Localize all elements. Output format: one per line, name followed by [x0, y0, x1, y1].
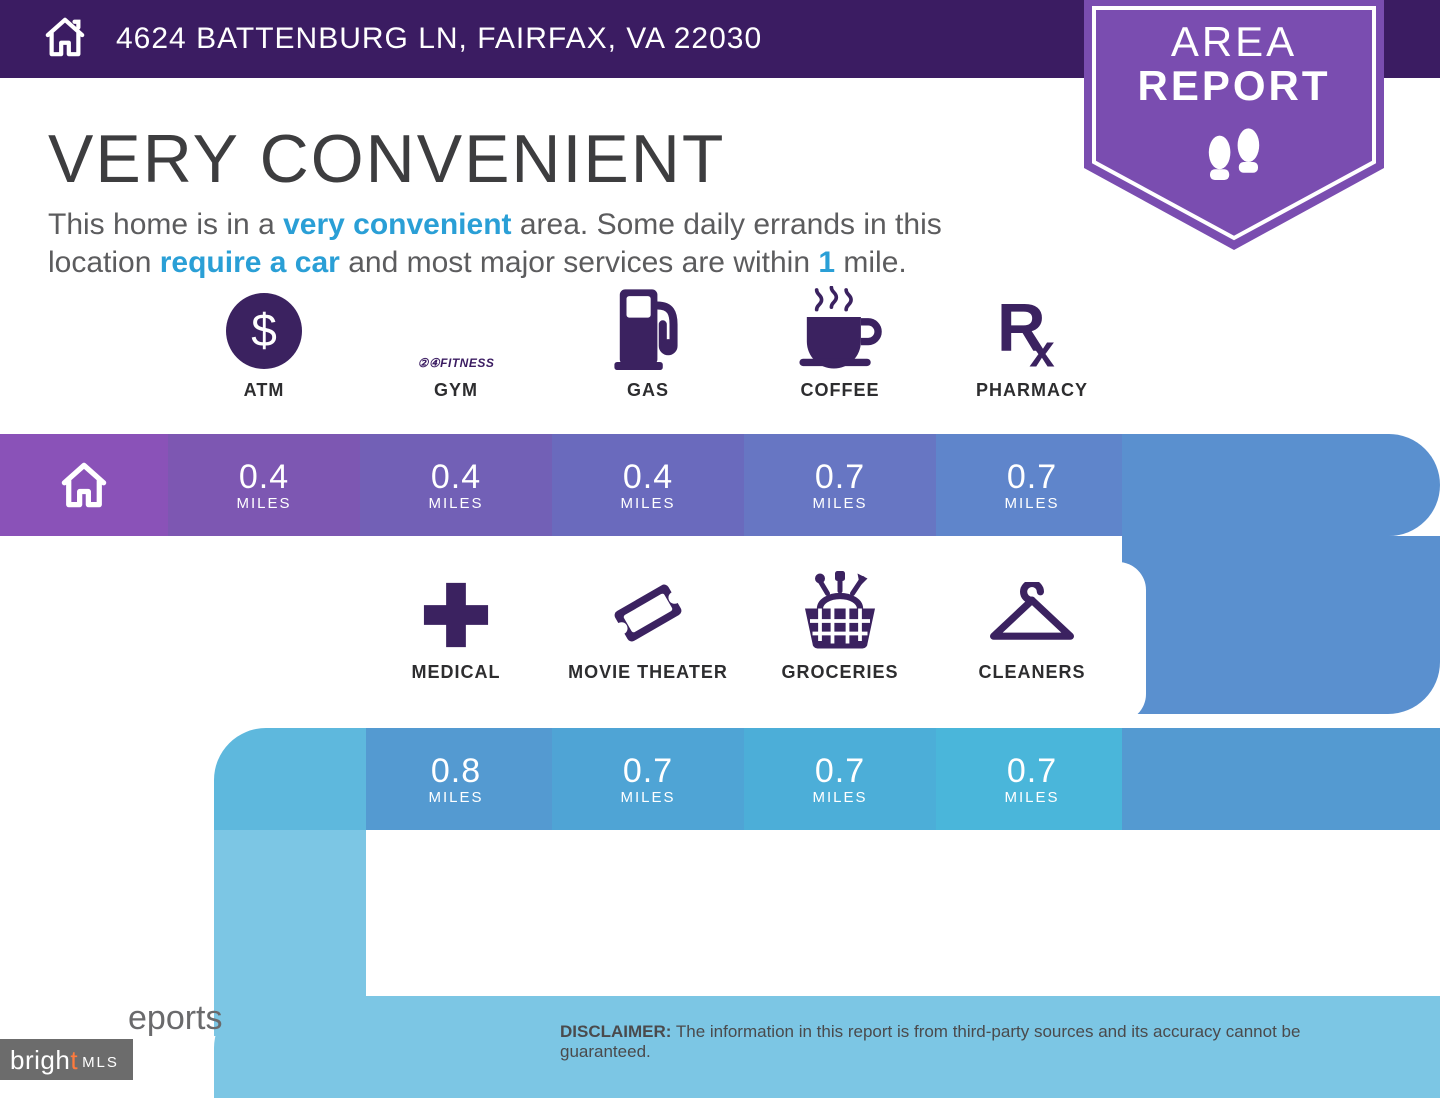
badge-line2: REPORT	[1137, 62, 1330, 109]
path-segment	[1122, 728, 1440, 830]
area-report-badge: AREA REPORT	[1076, 0, 1392, 260]
disclaimer: DISCLAIMER: The information in this repo…	[560, 1022, 1380, 1062]
header-address: 4624 BATTENBURG LN, FAIRFAX, VA 22030	[116, 22, 762, 56]
amenity-atm: $ ATM	[168, 280, 360, 401]
hanger-icon	[936, 562, 1128, 652]
distance-seg: 0.7MILES	[936, 434, 1128, 536]
path-bend	[214, 728, 366, 830]
footprints-icon	[1076, 128, 1392, 201]
distance-seg: 0.8MILES	[360, 728, 552, 830]
amenity-groceries: GROCERIES	[744, 562, 936, 683]
reports-label: eports	[128, 999, 223, 1038]
basket-icon	[744, 562, 936, 652]
distance-seg: 0.4MILES	[360, 434, 552, 536]
distance-seg: 0.4MILES	[552, 434, 744, 536]
distance-seg: 0.7MILES	[744, 728, 936, 830]
amenity-pharmacy: Rx PHARMACY	[936, 280, 1128, 401]
amenity-gym: ②④FITNESS GYM	[360, 280, 552, 401]
distance-seg: 0.4MILES	[168, 434, 360, 536]
distance-seg: 0.7MILES	[552, 728, 744, 830]
gym-icon: ②④FITNESS	[360, 280, 552, 370]
watermark: brightMLS	[0, 1039, 133, 1080]
home-icon	[42, 16, 88, 63]
badge-line1: AREA	[1171, 18, 1297, 65]
subheading: This home is in a very convenient area. …	[48, 206, 968, 283]
path-start-home-icon	[0, 434, 168, 536]
dollar-icon: $	[168, 280, 360, 370]
medical-cross-icon	[360, 562, 552, 652]
rx-icon: Rx	[936, 280, 1128, 370]
distance-seg: 0.7MILES	[936, 728, 1128, 830]
svg-text:x: x	[1029, 326, 1055, 370]
amenity-medical: MEDICAL	[360, 562, 552, 683]
coffee-icon	[744, 280, 936, 370]
amenity-cleaners: CLEANERS	[936, 562, 1128, 683]
amenity-gas: GAS	[552, 280, 744, 401]
gas-pump-icon	[552, 280, 744, 370]
svg-text:$: $	[251, 304, 277, 356]
amenity-movie: MOVIE THEATER	[552, 562, 744, 683]
ticket-icon	[552, 562, 744, 652]
path-bend	[1122, 434, 1440, 536]
distance-seg: 0.7MILES	[744, 434, 936, 536]
amenity-coffee: COFFEE	[744, 280, 936, 401]
